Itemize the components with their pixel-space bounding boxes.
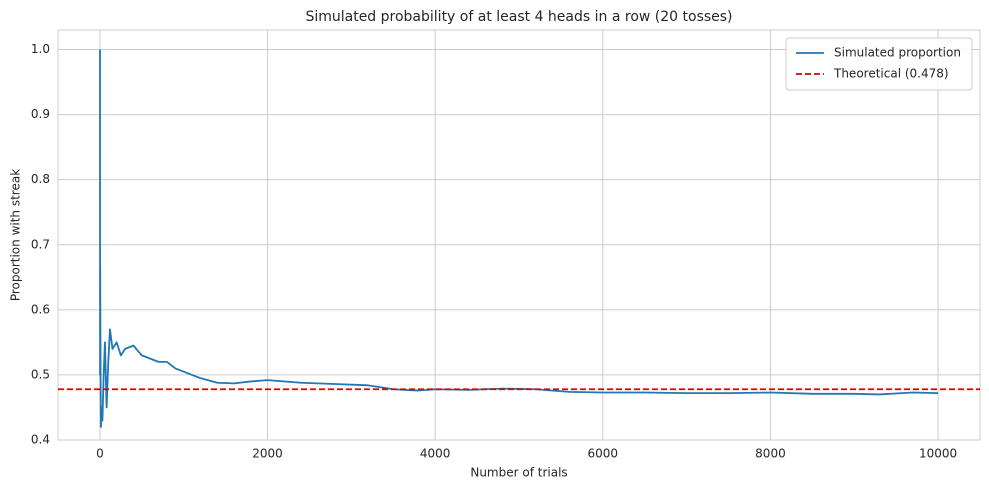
plot-frame [57,29,981,441]
x-tick-label: 8000 [755,447,786,461]
legend-label: Theoretical (0.478) [833,67,949,81]
y-tick-label: 0.8 [31,172,50,186]
x-tick-label: 0 [96,447,104,461]
y-tick-label: 0.9 [31,107,50,121]
y-tick-label: 0.4 [31,433,50,447]
y-tick-label: 0.5 [31,367,50,381]
x-tick-label: 6000 [588,447,619,461]
y-axis-label: Proportion with streak [9,169,23,301]
y-tick-label: 0.7 [31,237,50,251]
x-tick-label: 4000 [420,447,451,461]
x-tick-label: 10000 [919,447,957,461]
line-series [99,49,939,428]
chart-title: Simulated probability of at least 4 head… [305,9,732,25]
legend-box [785,37,973,91]
x-tick-label: 2000 [252,447,283,461]
legend-label: Simulated proportion [834,46,961,60]
y-tick-label: 1.0 [31,42,50,56]
y-tick-label: 0.6 [31,302,50,316]
legend: Simulated proportion Theoretical (0.478) [785,37,973,91]
x-axis-label: Number of trials [470,466,567,480]
